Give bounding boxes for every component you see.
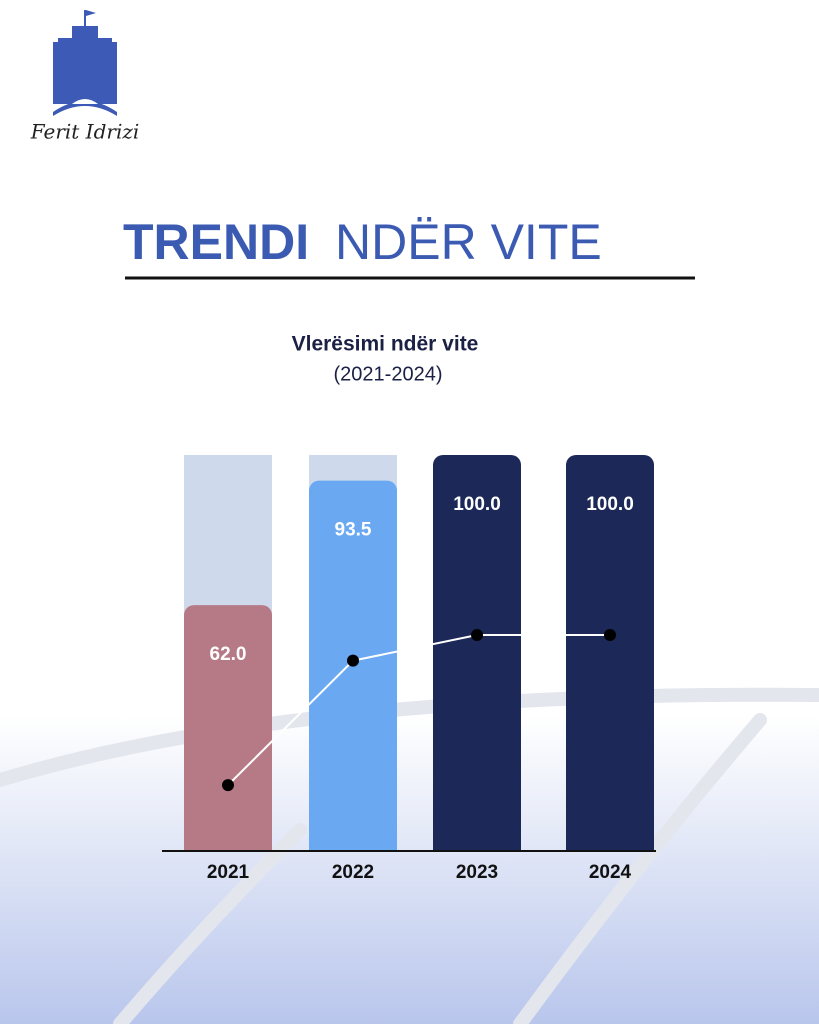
trend-line xyxy=(227,634,610,786)
title-regular: NDËR VITE xyxy=(335,214,602,270)
subtitle-years: (2021-2024) xyxy=(334,363,443,385)
x-tick-label: 2022 xyxy=(332,862,374,883)
value-label: 93.5 xyxy=(335,520,372,541)
logo xyxy=(53,10,117,116)
x-tick-label: 2023 xyxy=(456,862,498,883)
subtitle: Vlerësimi ndër vite xyxy=(292,333,479,356)
bar-foot xyxy=(566,838,654,850)
value-label: 100.0 xyxy=(586,494,634,515)
trend-point xyxy=(347,654,359,667)
bar-foot xyxy=(309,838,397,850)
bar-foot xyxy=(433,838,521,850)
trend-point xyxy=(471,629,483,641)
title-bold: TRENDI xyxy=(123,214,309,270)
bar-foot xyxy=(184,838,272,850)
logo-gate xyxy=(72,99,98,104)
trend-point xyxy=(222,779,234,792)
trend-point xyxy=(604,629,616,641)
logo-text: Ferit Idrizi xyxy=(30,120,140,144)
bar xyxy=(184,605,272,850)
chart-title: TRENDI NDËR VITE xyxy=(123,214,602,270)
value-label: 100.0 xyxy=(453,494,501,515)
x-tick-label: 2024 xyxy=(589,862,632,883)
bar xyxy=(433,455,521,850)
bar xyxy=(566,455,654,850)
x-tick-label: 2021 xyxy=(207,862,250,883)
value-label: 62.0 xyxy=(210,644,247,665)
